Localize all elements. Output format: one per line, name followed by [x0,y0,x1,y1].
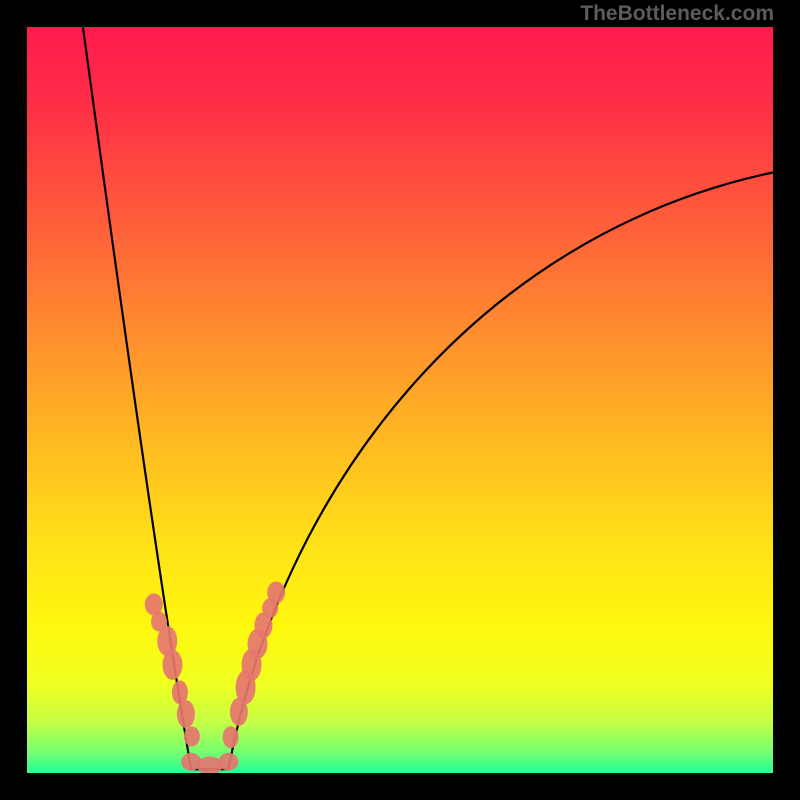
chart-container: TheBottleneck.com [0,0,800,800]
data-marker [162,650,182,680]
watermark-text: TheBottleneck.com [580,2,774,26]
curve-layer [27,27,773,773]
plot-area [27,27,773,773]
data-marker [223,726,239,748]
data-marker [184,726,200,746]
data-marker [197,757,223,773]
valley-curve [83,27,773,769]
data-marker [218,753,238,771]
data-marker [177,700,195,728]
data-marker [267,581,285,603]
